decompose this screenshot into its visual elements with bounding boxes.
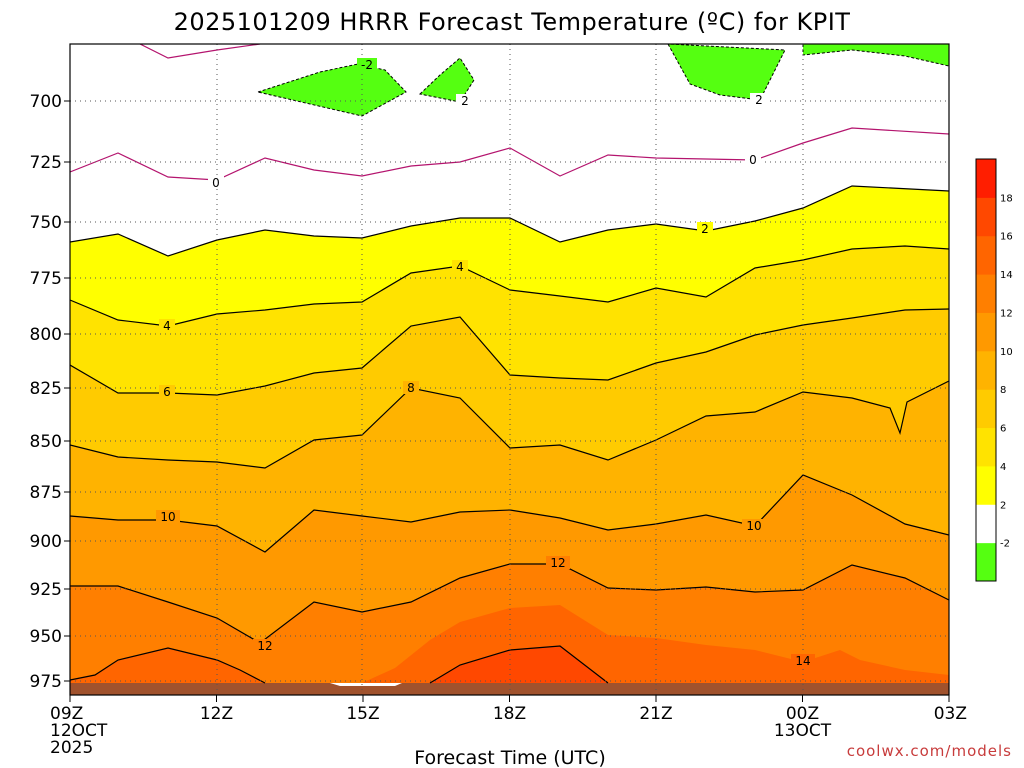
contour-label-4-a: 4 (456, 260, 464, 274)
colorbar-swatch (976, 312, 996, 352)
x-tick-label: 00Z (786, 704, 819, 724)
y-tick-label: 950 (30, 627, 62, 647)
colorbar-frame (975, 158, 997, 582)
colorbar-swatch (976, 274, 996, 313)
contour-label-4-b: 4 (163, 319, 171, 333)
y-tick-label: 850 (30, 432, 62, 452)
colorbar-swatch (976, 235, 996, 275)
colorbar-swatch (976, 465, 996, 505)
contour-label-m2-a: -2 (361, 58, 373, 72)
y-tick-label: 725 (30, 153, 62, 173)
contour-label-2: 2 (701, 222, 709, 236)
contour-label-12-a: 12 (550, 556, 565, 570)
colorbar-swatch (976, 350, 996, 390)
contour-8 (70, 380, 949, 469)
grid (70, 44, 949, 695)
colorbar-tick-label: 6 (1000, 424, 1006, 435)
contour-0-top (139, 44, 261, 59)
colorbar: -2 2 4 6 8 10 12 14 16 18 (975, 158, 1013, 582)
chart-title: 2025101209 HRRR Forecast Temperature (ºC… (174, 8, 851, 36)
colorbar-tick-label: 12 (1000, 308, 1013, 319)
y-tick-label: 825 (30, 379, 62, 399)
colorbar-swatch (976, 389, 996, 429)
colorbar-swatch (976, 542, 996, 582)
colorbar-tick-label: 4 (1000, 462, 1006, 473)
contour-label-8: 8 (407, 381, 415, 395)
contour-label-0-b: 0 (749, 153, 757, 167)
y-tick-label: 875 (30, 483, 62, 503)
y-tick-label: 925 (30, 580, 62, 600)
x-tick-label: 21Z (639, 704, 672, 724)
colorbar-tick-label: 2 (1000, 500, 1006, 511)
y-tick-label: 800 (30, 325, 62, 345)
y-tick-label: 700 (30, 92, 62, 112)
fill-blob-green-2 (418, 57, 475, 103)
contour-label-0-a: 0 (212, 176, 220, 190)
fill-band-16-18 (430, 646, 608, 683)
x-tick-label: 2025 (50, 738, 93, 758)
contour-label-6: 6 (163, 385, 171, 399)
colorbar-tick-label: 14 (1000, 270, 1013, 281)
x-tick-label: 13OCT (774, 721, 832, 741)
y-tick-label: 775 (30, 269, 62, 289)
contour-label-10-b: 10 (746, 519, 761, 533)
colorbar-tick-label: 10 (1000, 347, 1013, 358)
x-tick-label: 12Z (200, 704, 233, 724)
x-tick-label: 18Z (493, 704, 526, 724)
credit-text: coolwx.com/models (847, 742, 1012, 760)
x-tick-label: 15Z (346, 704, 379, 724)
contour-label-m2-b: 2 (461, 94, 469, 108)
x-tick-label: 03Z (934, 704, 967, 724)
colorbar-tick-label: -2 (1000, 539, 1010, 550)
fill-blob-green-1 (256, 63, 407, 117)
x-tick-label: 09Z (50, 704, 83, 724)
colorbar-tick-label: 8 (1000, 385, 1006, 396)
colorbar-swatch (976, 427, 996, 467)
contour-label-10-a: 10 (160, 510, 175, 524)
y-tick-label: 975 (30, 672, 62, 692)
fill-ground-white-patch (330, 683, 402, 686)
x-axis-label: Forecast Time (UTC) (414, 747, 605, 768)
plot-area: 0 0 2 -2 2 2 4 4 6 8 10 10 12 12 14 (70, 44, 949, 695)
contour-label-m2-c: 2 (755, 93, 763, 107)
y-axis: 700 725 750 775 800 825 850 875 900 925 950 975 (30, 92, 70, 692)
y-tick-label: 900 (30, 532, 62, 552)
contour-labels: 0 0 2 -2 2 2 4 4 6 8 10 10 12 12 14 (156, 58, 815, 668)
contour-label-14: 14 (795, 654, 810, 668)
colorbar-tick-label: 16 (1000, 232, 1013, 243)
x-tick-label: 12OCT (50, 721, 108, 741)
fill-blob-green-3 (667, 44, 949, 101)
contour-14 (70, 647, 266, 684)
colorbar-swatch (976, 197, 996, 237)
colorbar-swatch (976, 504, 996, 544)
y-tick-label: 750 (30, 213, 62, 233)
colorbar-tick-label: 18 (1000, 193, 1013, 204)
contour-2 (70, 185, 949, 257)
colorbar-swatch (976, 159, 996, 198)
contour-label-12-b: 12 (257, 639, 272, 653)
